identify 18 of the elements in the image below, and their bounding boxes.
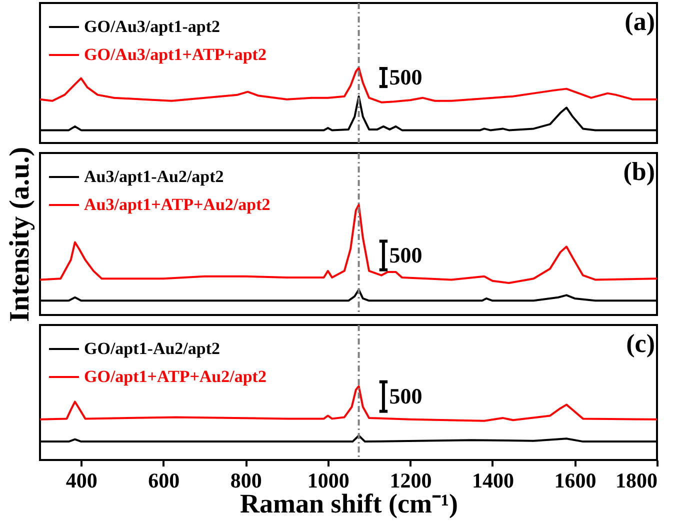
legend-label: GO/Au3/apt1+ATP+apt2 <box>84 45 266 64</box>
annotation: 500 <box>389 242 422 268</box>
text: (a) <box>624 7 655 36</box>
text: (b) <box>623 157 655 186</box>
legend-label: GO/Au3/apt1-apt2 <box>84 17 220 36</box>
y-axis-title: Intensity (a.u.) <box>4 146 36 322</box>
text: (c) <box>626 329 655 358</box>
legend-label: Au3/apt1-Au2/apt2 <box>84 167 224 186</box>
x-tick-label: 600 <box>148 468 180 492</box>
legend-label: GO/apt1-Au2/apt2 <box>84 339 220 358</box>
annotation: 500 <box>389 64 422 90</box>
x-tick-label: 400 <box>66 468 98 492</box>
x-tick-label: 1600 <box>554 468 596 492</box>
legend-label: Au3/apt1+ATP+Au2/apt2 <box>84 195 270 214</box>
annotation: 500 <box>389 384 422 409</box>
x-tick-label: 1400 <box>472 468 514 492</box>
x-tick-label: 1800 <box>616 468 658 492</box>
legend-label: GO/apt1+ATP+Au2/apt2 <box>84 367 266 386</box>
